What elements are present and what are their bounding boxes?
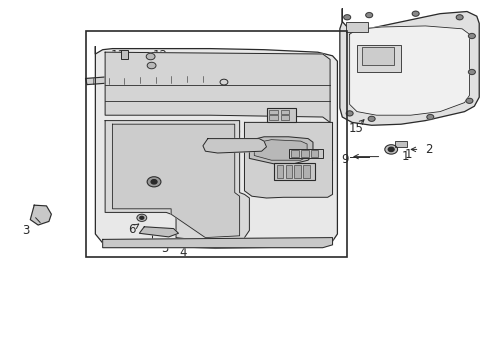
Bar xyxy=(310,150,318,157)
Polygon shape xyxy=(105,52,329,122)
Polygon shape xyxy=(105,121,249,242)
Bar xyxy=(301,150,308,157)
Circle shape xyxy=(137,214,146,221)
Bar xyxy=(276,165,283,178)
Bar xyxy=(346,22,367,32)
Circle shape xyxy=(455,15,462,20)
Polygon shape xyxy=(95,47,337,248)
Circle shape xyxy=(147,62,156,69)
Text: 3: 3 xyxy=(22,224,30,237)
Bar xyxy=(303,165,309,178)
Circle shape xyxy=(147,177,161,187)
Circle shape xyxy=(411,11,418,16)
Polygon shape xyxy=(30,205,51,225)
Bar xyxy=(288,149,322,158)
Bar xyxy=(285,165,291,178)
Circle shape xyxy=(468,69,474,75)
Text: 11: 11 xyxy=(111,49,125,62)
Polygon shape xyxy=(249,137,312,164)
Text: 4: 4 xyxy=(179,246,187,258)
Circle shape xyxy=(151,180,157,184)
Circle shape xyxy=(343,15,350,20)
Text: 13: 13 xyxy=(146,61,161,74)
Text: 8: 8 xyxy=(248,166,256,179)
Polygon shape xyxy=(85,69,210,85)
Text: 12: 12 xyxy=(153,49,167,62)
Bar xyxy=(121,50,128,59)
Text: 15: 15 xyxy=(348,122,363,135)
Text: 6: 6 xyxy=(128,223,136,236)
Polygon shape xyxy=(139,227,178,237)
Circle shape xyxy=(146,53,155,60)
Circle shape xyxy=(426,114,433,120)
Circle shape xyxy=(365,13,372,18)
Circle shape xyxy=(367,116,374,121)
Bar xyxy=(266,108,295,122)
Circle shape xyxy=(346,111,352,116)
Bar xyxy=(361,47,393,65)
Bar xyxy=(394,141,407,147)
Polygon shape xyxy=(203,139,266,153)
Text: 5: 5 xyxy=(161,242,168,255)
Circle shape xyxy=(387,147,393,152)
Bar xyxy=(294,165,300,178)
Circle shape xyxy=(465,98,472,103)
Bar xyxy=(280,115,289,120)
Bar xyxy=(273,163,315,180)
Bar xyxy=(291,150,298,157)
Polygon shape xyxy=(254,140,306,160)
Bar xyxy=(85,31,346,257)
Text: 2: 2 xyxy=(425,143,432,156)
Text: 7: 7 xyxy=(269,104,277,117)
Polygon shape xyxy=(244,122,332,198)
Text: 10: 10 xyxy=(226,126,241,139)
Polygon shape xyxy=(212,72,234,94)
Text: 9: 9 xyxy=(340,153,347,166)
Polygon shape xyxy=(349,26,468,115)
Bar xyxy=(280,110,289,114)
Polygon shape xyxy=(102,238,332,248)
Text: 1: 1 xyxy=(401,150,409,163)
Circle shape xyxy=(468,33,474,39)
Circle shape xyxy=(140,216,143,219)
Circle shape xyxy=(384,145,397,154)
Polygon shape xyxy=(112,124,239,238)
Text: 14: 14 xyxy=(215,69,229,82)
Bar xyxy=(268,115,277,120)
Polygon shape xyxy=(339,9,478,125)
Bar xyxy=(268,110,277,114)
Text: 1: 1 xyxy=(404,148,411,161)
Bar xyxy=(356,45,400,72)
